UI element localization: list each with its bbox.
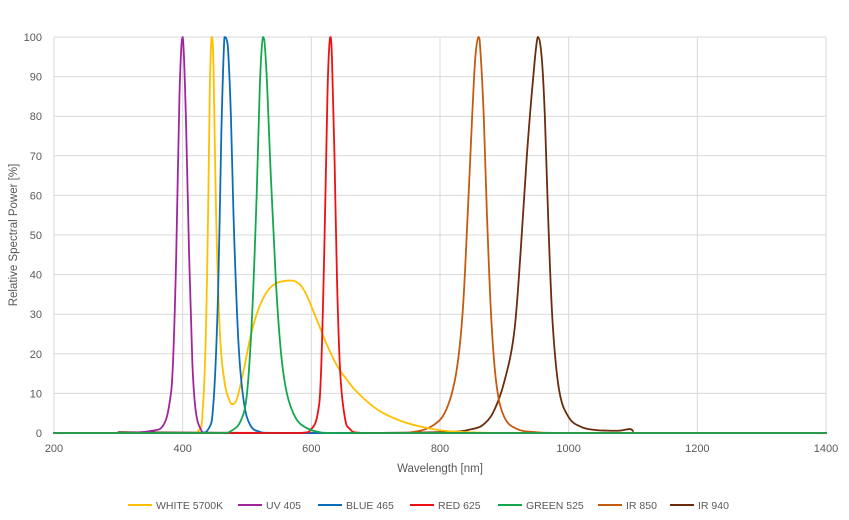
x-tick-label: 1200 [685, 443, 709, 455]
series-line-red-625 [53, 36, 827, 434]
legend-item-white-5700k: WHITE 5700K [128, 500, 223, 512]
legend-item-red-625: RED 625 [410, 500, 481, 512]
series-line-green-525 [53, 36, 827, 434]
legend-label-white-5700k: WHITE 5700K [156, 500, 223, 512]
legend-label-blue-465: BLUE 465 [346, 500, 394, 512]
series-line-white-5700k [53, 36, 827, 434]
y-axis-title: Relative Spectral Power [%] [8, 164, 20, 307]
y-tick-label: 10 [30, 388, 42, 400]
x-tick-label: 1000 [556, 443, 580, 455]
legend-label-ir-850: IR 850 [626, 500, 657, 512]
series-line-ir-940 [117, 36, 634, 434]
y-tick-label: 60 [30, 190, 42, 202]
legend-item-ir-940: IR 940 [670, 500, 729, 512]
y-tick-label: 80 [30, 111, 42, 123]
x-axis-title: Wavelength [nm] [397, 463, 483, 475]
legend-label-ir-940: IR 940 [698, 500, 729, 512]
y-tick-label: 20 [30, 349, 42, 361]
y-tick-label: 50 [30, 230, 42, 242]
y-tick-label: 0 [36, 428, 42, 440]
x-tick-label: 1400 [814, 443, 838, 455]
x-tick-label: 400 [173, 443, 191, 455]
y-tick-label: 40 [30, 270, 42, 282]
series-line-ir-850 [53, 36, 827, 434]
legend-item-uv-405: UV 405 [238, 500, 301, 512]
y-tick-label: 70 [30, 151, 42, 163]
legend-label-uv-405: UV 405 [266, 500, 301, 512]
legend-label-green-525: GREEN 525 [526, 500, 584, 512]
x-tick-label: 200 [45, 443, 63, 455]
x-tick-label: 800 [431, 443, 449, 455]
legend-item-ir-850: IR 850 [598, 500, 657, 512]
y-tick-label: 100 [24, 32, 42, 44]
legend-item-blue-465: BLUE 465 [318, 500, 394, 512]
y-tick-labels: 0 10 20 30 40 50 60 70 80 90 100 [24, 32, 42, 440]
legend-item-green-525: GREEN 525 [498, 500, 584, 512]
grid-lines [53, 36, 827, 434]
y-tick-label: 30 [30, 309, 42, 321]
series-layer [53, 36, 827, 434]
y-tick-label: 90 [30, 72, 42, 84]
x-tick-labels: 200 400 600 800 1000 1200 1400 [45, 443, 838, 455]
legend-label-red-625: RED 625 [438, 500, 481, 512]
legend: WHITE 5700K UV 405 BLUE 465 RED 625 GREEN 52… [128, 500, 729, 512]
x-tick-label: 600 [302, 443, 320, 455]
